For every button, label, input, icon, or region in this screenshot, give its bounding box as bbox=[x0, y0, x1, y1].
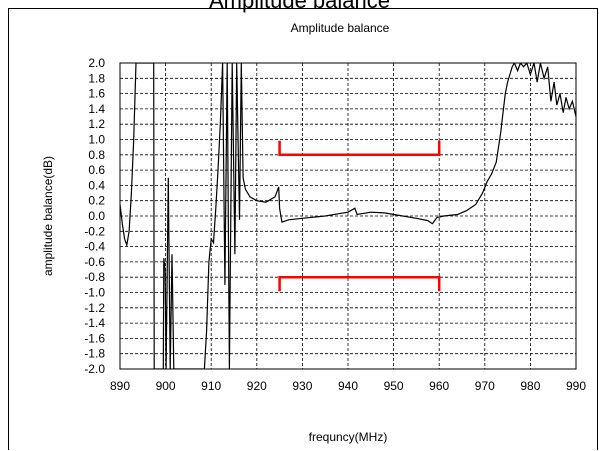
y-tick-label: -2.0 bbox=[84, 362, 105, 376]
y-tick-label: 1.4 bbox=[88, 102, 105, 116]
outer-title: Amplitude balance bbox=[208, 0, 390, 13]
y-tick-label: -1.2 bbox=[84, 301, 105, 315]
x-tick-label: 930 bbox=[292, 379, 312, 393]
x-tick-label: 970 bbox=[475, 379, 495, 393]
y-tick-label: 1.6 bbox=[88, 87, 105, 101]
y-tick-label: -1.8 bbox=[84, 347, 105, 361]
y-tick-label: 2.0 bbox=[88, 56, 105, 70]
spec-limit-bracket bbox=[278, 275, 441, 292]
y-tick-label: -0.4 bbox=[84, 240, 105, 254]
y-tick-label: -1.0 bbox=[84, 286, 105, 300]
y-tick-label: 0.6 bbox=[88, 163, 105, 177]
y-tick-label: 0.8 bbox=[88, 148, 105, 162]
y-tick-label: -0.2 bbox=[84, 224, 105, 238]
x-tick-label: 960 bbox=[429, 379, 449, 393]
y-tick-label: 0.0 bbox=[88, 209, 105, 223]
series-line bbox=[120, 63, 576, 369]
x-tick-label: 920 bbox=[247, 379, 267, 393]
y-tick-label: -0.8 bbox=[84, 270, 105, 284]
y-tick-label: 1.8 bbox=[88, 71, 105, 85]
x-tick-label: 950 bbox=[384, 379, 404, 393]
y-tick-label: 0.4 bbox=[88, 178, 105, 192]
x-tick-label: 980 bbox=[520, 379, 540, 393]
grid bbox=[120, 63, 576, 369]
y-tick-label: -0.6 bbox=[84, 255, 105, 269]
y-tick-label: 1.0 bbox=[88, 133, 105, 147]
x-tick-label: 890 bbox=[110, 379, 130, 393]
tick-labels: 890 900 910 920 930 940 950 960 970 980 990 2.01.8 1… bbox=[84, 56, 586, 393]
x-tick-label: 910 bbox=[201, 379, 221, 393]
y-axis-label: amplitude balance(dB) bbox=[41, 156, 55, 276]
series-layer bbox=[120, 63, 576, 369]
x-tick-label: 940 bbox=[338, 379, 358, 393]
y-tick-label: -1.4 bbox=[84, 316, 105, 330]
spec-limits bbox=[278, 140, 441, 292]
y-tick-label: 1.2 bbox=[88, 117, 105, 131]
y-tick-label: 0.2 bbox=[88, 194, 105, 208]
spec-limit-bracket bbox=[278, 140, 441, 157]
chart-title: Amplitude balance bbox=[291, 21, 390, 35]
x-axis-label: frequncy(MHz) bbox=[309, 430, 388, 444]
plot-area bbox=[119, 62, 577, 370]
chart-frame bbox=[8, 8, 598, 450]
x-tick-label: 990 bbox=[566, 379, 586, 393]
x-tick-label: 900 bbox=[156, 379, 176, 393]
y-tick-label: -1.6 bbox=[84, 331, 105, 345]
